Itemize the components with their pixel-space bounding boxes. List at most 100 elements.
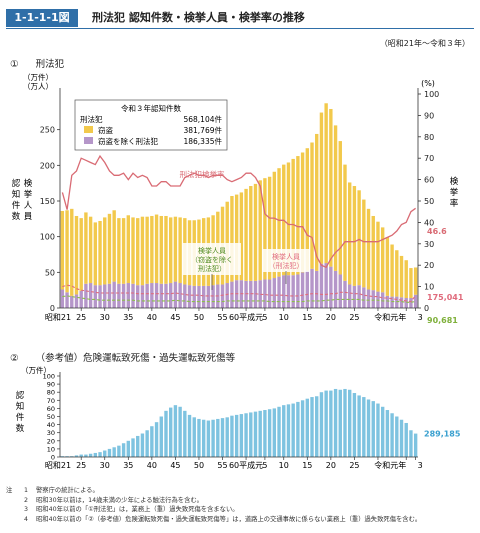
chart2-bar xyxy=(169,407,173,457)
right-axis-tick-label: 70 xyxy=(424,154,434,163)
bar-nontheft xyxy=(329,266,333,308)
left-axis-title-char: 知 xyxy=(12,189,21,200)
chart2-bar xyxy=(239,414,244,457)
bar-nontheft xyxy=(192,285,196,308)
bar-nontheft xyxy=(291,275,295,308)
bar-nontheft xyxy=(197,285,201,308)
note-text: 昭和30年以前は，14歳未満の少年による触法行為を含む。 xyxy=(36,496,203,504)
arrests-nontheft-line xyxy=(62,295,416,303)
chart2-x-tick-label: 25 xyxy=(76,461,86,470)
right-axis-tick-label: 100 xyxy=(424,90,439,99)
left-axis-title-2-char: 検 xyxy=(24,178,33,189)
chart2-bar xyxy=(79,454,83,457)
chart2-y-tick-label: 70 xyxy=(47,397,55,405)
bar-theft xyxy=(286,162,291,276)
arrests-nontheft-annotation: 刑法犯） xyxy=(198,264,226,273)
bar-theft xyxy=(164,215,168,284)
bar-nontheft xyxy=(74,294,79,308)
bar-theft xyxy=(225,201,229,284)
chart2-axis-title-char: 認 xyxy=(16,390,25,401)
chart2-y-tick-label: 50 xyxy=(47,413,55,421)
bar-theft xyxy=(263,178,267,280)
chart2-bar xyxy=(305,398,309,457)
bar-theft xyxy=(154,214,159,284)
chart2-bar xyxy=(357,395,361,457)
bar-theft xyxy=(159,215,163,284)
chart2-bar xyxy=(282,405,286,457)
chart2-x-tick-label: 10 xyxy=(279,461,289,470)
chart2-axis-title-char: 件 xyxy=(16,412,25,423)
bar-theft xyxy=(249,186,253,281)
legend-theft-label: 窃盗 xyxy=(98,125,113,135)
bar-nontheft xyxy=(145,283,149,308)
chart2-x-tick-label: 50 xyxy=(194,461,204,470)
chart2-unit-label: （万件） xyxy=(21,365,51,375)
bar-nontheft xyxy=(60,289,65,308)
bar-theft xyxy=(173,216,178,282)
bar-nontheft xyxy=(404,298,408,308)
bar-nontheft xyxy=(390,296,394,308)
period-label: （昭和21年～令和３年） xyxy=(379,39,470,48)
bar-theft xyxy=(98,220,102,286)
chart2-x-tick-label: 60平成元 xyxy=(229,460,263,470)
chart2-bar xyxy=(244,413,248,457)
bar-nontheft xyxy=(333,270,338,308)
chart2-bar xyxy=(112,447,116,457)
left-axis-tick-label: 50 xyxy=(45,268,55,277)
chart2-bar xyxy=(93,452,98,457)
chart2-x-tick-label: 20 xyxy=(326,461,336,470)
chart2-bar xyxy=(216,418,220,457)
chart2-y-tick-label: 20 xyxy=(47,437,55,445)
chart2-bar xyxy=(187,414,192,457)
arrests-all-line xyxy=(62,284,417,303)
chart2-y-tick-label: 0 xyxy=(51,454,55,462)
chart2-x-tick-label: 55 xyxy=(217,461,227,470)
chart2-bar xyxy=(70,456,74,457)
left-unit-label: （万人） xyxy=(23,82,53,91)
chart2-bar xyxy=(315,396,319,457)
bar-nontheft xyxy=(70,295,74,308)
bar-nontheft xyxy=(319,263,324,308)
chart2-bar xyxy=(272,408,277,457)
bar-nontheft xyxy=(413,294,418,308)
left-axis-title-2-char: 挙 xyxy=(24,189,33,200)
bar-nontheft xyxy=(93,285,98,308)
chart2-bar xyxy=(352,393,357,457)
legend-nontheft-label: 窃盗を除く刑法犯 xyxy=(98,136,158,146)
bar-nontheft xyxy=(117,283,121,308)
bar-nontheft xyxy=(263,279,267,308)
bar-nontheft xyxy=(173,281,178,308)
header-rule xyxy=(6,28,474,29)
bar-nontheft xyxy=(164,283,168,308)
bar-nontheft xyxy=(286,275,291,308)
chart2-bar xyxy=(121,443,126,457)
bar-nontheft xyxy=(277,276,281,308)
right-axis-tick-label: 10 xyxy=(424,283,434,292)
bar-theft xyxy=(258,180,262,281)
legend-swatch-nontheft xyxy=(84,137,93,144)
bar-theft xyxy=(319,112,324,264)
bar-theft xyxy=(117,218,121,284)
x-axis-tick-label: 20 xyxy=(326,313,336,322)
chart2-axis-title-char: 知 xyxy=(16,401,25,412)
legend-nontheft-value: 186,335件 xyxy=(183,136,222,146)
bar-theft xyxy=(399,255,404,298)
bar-theft xyxy=(234,194,239,281)
chart2-bar xyxy=(88,453,93,457)
notes-block: 注 1 警察庁の統計による。 2 昭和30年以前は，14歳未満の少年による触法行為を含… xyxy=(6,486,421,524)
chart2-bar xyxy=(395,416,399,457)
chart2-axis-title-char: 数 xyxy=(16,423,25,434)
chart2-bar xyxy=(145,430,149,457)
chart2-bar xyxy=(366,399,371,457)
chart2-bar xyxy=(74,455,79,457)
bar-theft xyxy=(291,158,295,276)
chart2-bar xyxy=(348,389,352,457)
right-unit-label: (%) xyxy=(421,79,435,88)
chart-1-svg: 0 50 100 150 200 250 0 10 20 30 40 50 60 70 80 90 100 昭和2… xyxy=(12,72,464,325)
bar-theft xyxy=(296,156,300,275)
chart2-bar xyxy=(206,420,211,457)
bar-theft xyxy=(74,215,79,295)
note-text: 昭和40年以前の「①刑法犯」は，業務上（重）過失致死傷を含まない。 xyxy=(36,506,239,514)
bar-nontheft xyxy=(362,287,366,308)
